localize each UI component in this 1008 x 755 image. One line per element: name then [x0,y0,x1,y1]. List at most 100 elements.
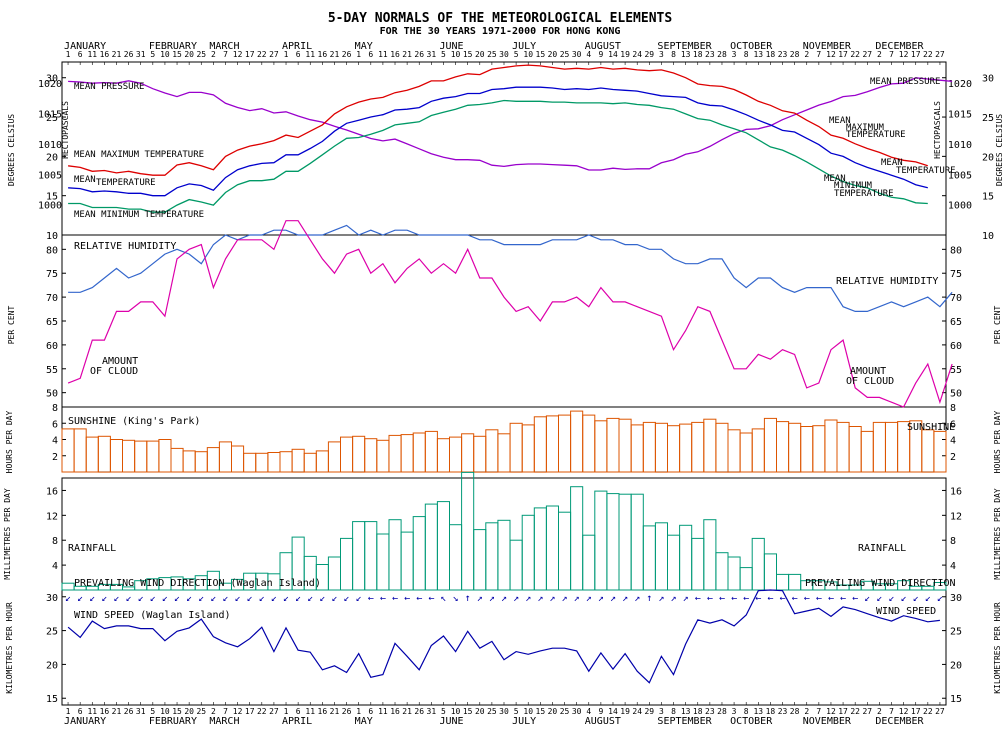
sunshine-bar [594,420,608,473]
bottom-month-label: JANUARY [64,716,106,727]
bottom-day-tick-label: 27 [862,707,872,716]
rainfall-bar [388,519,402,591]
rainfall-axis-right-tick-label: 4 [950,561,956,572]
rainfall-bar [461,471,475,591]
sunshine-right-axis-label: HOURS PER DAY [993,411,1002,474]
bottom-month-label: FEBRUARY [149,716,197,727]
sunshine-bar [424,430,438,473]
pressure-right-tick-label: 1020 [948,79,972,90]
bottom-day-tick-label: 30 [572,707,582,716]
bottom-day-tick-label: 15 [172,707,182,716]
wind-direction-arrow: ↗ [598,593,604,604]
rainfall-bar [545,505,560,591]
top-day-tick-label: 9 [598,50,603,59]
humidity-line [68,224,953,312]
sunshine-bar [122,439,136,473]
rainfall-bar [509,539,523,591]
rainfall-bar [776,573,790,591]
sunshine-bar [182,450,196,473]
sunshine-bar [449,436,463,473]
sunshine-bar [73,428,87,473]
bottom-day-tick-label: 28 [717,707,727,716]
bottom-day-tick-label: 2 [211,707,216,716]
top-day-tick-label: 16 [318,50,328,59]
bottom-month-label: SEPTEMBER [657,716,712,727]
wind-direction-arrow: ↗ [489,593,495,604]
rainfall-panel-frame [61,477,947,591]
wind-direction-arrow: ↑ [646,593,652,604]
bottom-day-tick-label: 31 [427,707,437,716]
bottom-day-tick-label: 6 [78,707,83,716]
top-day-tick-label: 13 [753,50,763,59]
top-day-tick-label: 2 [804,50,809,59]
percent-axis-right-tick-label: 80 [950,245,962,256]
wind-direction-arrow: ← [380,593,386,604]
temp-right-axis-label: DEGREES CELSIUS [995,114,1004,186]
chart-title: 5-DAY NORMALS OF THE METEOROLOGICAL ELEM… [328,11,673,26]
temp-right-tick-label: 10 [982,231,994,242]
max-temp-label: MEAN MAXIMUM TEMPERATURE [74,150,204,160]
bottom-day-tick-label: 11 [87,707,97,716]
bottom-day-tick-label: 17 [838,707,848,716]
wind-direction-arrow: ↙ [186,593,192,604]
bottom-day-tick-label: 17 [911,707,921,716]
sunshine-bar [812,425,826,473]
bottom-day-tick-label: 22 [923,707,933,716]
bottom-day-tick-label: 9 [598,707,603,716]
top-day-tick-label: 29 [644,50,654,59]
rainfall-bar [533,507,547,591]
wind-axis-right-tick-label: 15 [950,694,962,705]
bottom-day-tick-label: 3 [659,707,664,716]
humidity-panel-frame [61,234,947,408]
rainfall-label-right: RAINFALL [858,543,906,554]
top-day-tick-label: 17 [838,50,848,59]
top-day-tick-label: 25 [196,50,206,59]
sunshine-bar [158,439,172,473]
wind-direction-arrow: ↙ [913,593,919,604]
top-day-tick-label: 15 [463,50,473,59]
sunshine-bar [473,435,487,473]
percent-left-axis-label: PER CENT [7,306,16,345]
bottom-day-tick-label: 18 [766,707,776,716]
wind-direction-arrow: ← [767,593,773,604]
wind-direction-arrow: ↙ [210,593,216,604]
top-day-tick-label: 20 [475,50,485,59]
sunshine-axis-right-tick-label: 2 [950,452,956,463]
percent-right-axis-label: PER CENT [993,306,1002,345]
top-month-label: SEPTEMBER [657,41,712,52]
rainfall-bar [206,570,220,591]
sunshine-bar [860,430,874,473]
sunshine-title: SUNSHINE (King's Park) [68,416,200,427]
top-day-tick-label: 21 [330,50,340,59]
bottom-day-tick-label: 28 [790,707,800,716]
pressure-left-tick-label: 1010 [38,140,62,151]
temp-line [68,86,928,197]
rainfall-bar [449,524,463,591]
top-day-tick-label: 3 [732,50,737,59]
top-day-tick-label: 15 [536,50,546,59]
top-day-tick-label: 6 [368,50,373,59]
bottom-month-label: DECEMBER [875,716,924,727]
pressure-left-tick-label: 1020 [38,79,62,90]
pressure-right-tick-label: 1005 [948,170,972,181]
wind-direction-arrow: ↙ [89,593,95,604]
rainfall-bar [376,533,390,591]
wind-direction-arrow: ← [792,593,798,604]
rainfall-label: RAINFALL [68,543,116,554]
wind-direction-arrow: ← [816,593,822,604]
bottom-day-tick-label: 8 [671,707,676,716]
top-month-label: MAY [355,41,373,52]
percent-axis-left-tick-label: 75 [46,269,58,280]
top-day-tick-label: 11 [87,50,97,59]
rainfall-bar [618,493,632,591]
rainfall-left-axis-label: MILLIMETRES PER DAY [3,488,12,580]
min-temp-label: MEAN MINIMUM TEMPERATURE [74,210,204,220]
temp-label-right-2: TEMPERATURE [896,166,956,176]
wind-direction-arrow: ↗ [658,593,664,604]
sunshine-bar [703,418,717,473]
sunshine-bar [691,421,705,473]
top-day-tick-label: 10 [451,50,461,59]
rainfall-bar [558,511,572,591]
bottom-day-tick-label: 21 [402,707,412,716]
